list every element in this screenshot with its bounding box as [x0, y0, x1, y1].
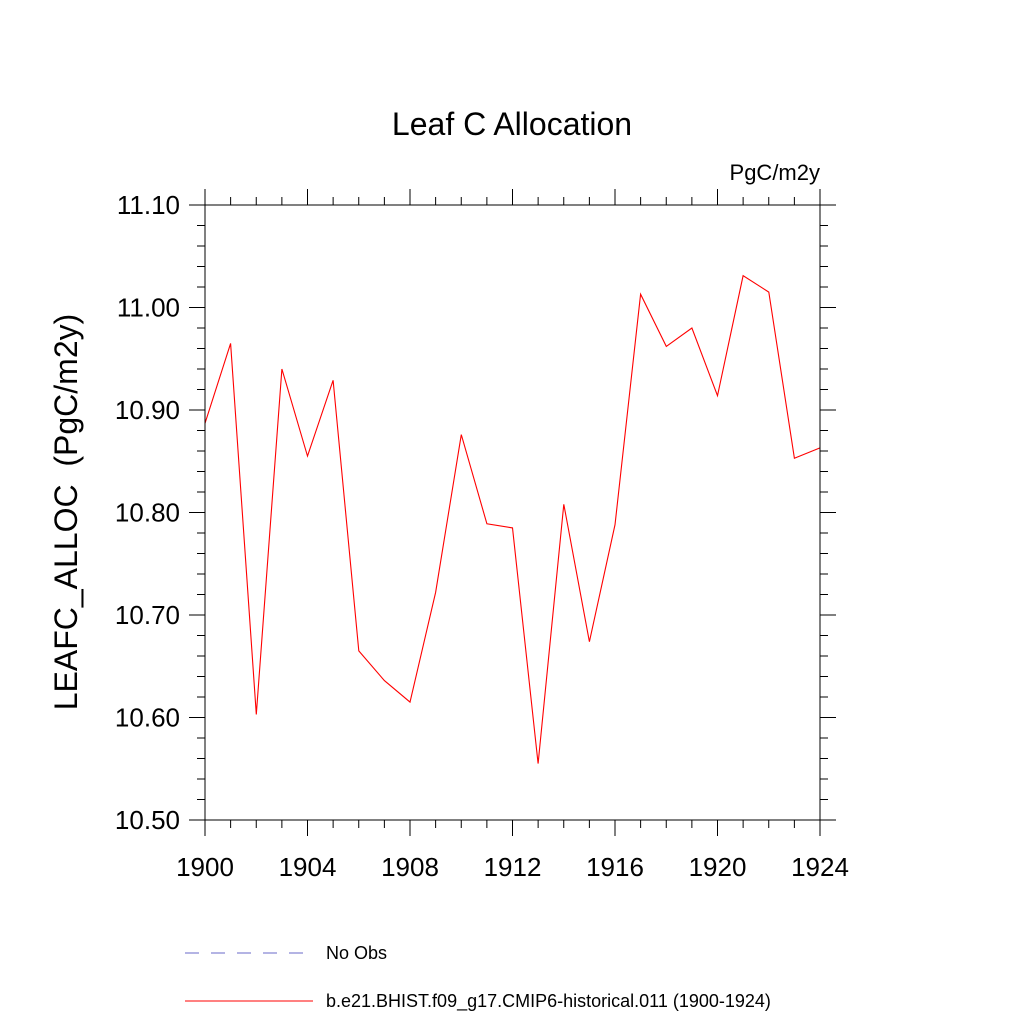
- y-tick-label: 10.50: [115, 805, 180, 835]
- y-tick-label: 10.70: [115, 600, 180, 630]
- data-series: [204, 274, 821, 764]
- y-tick-label: 11.10: [117, 190, 180, 220]
- x-tick-label: 1924: [791, 852, 849, 882]
- legend: No Obs b.e21.BHIST.f09_g17.CMIP6-historic…: [185, 943, 771, 1012]
- chart-title: Leaf C Allocation: [392, 106, 632, 142]
- y-tick-label: 10.80: [115, 498, 180, 528]
- x-tick-label: 1904: [279, 852, 337, 882]
- y-tick-label: 10.60: [115, 703, 180, 733]
- axis-ticks: 1900 1904 1908 1912 1916 1920 1924 10.50 10.60 10…: [115, 189, 849, 882]
- x-tick-label: 1900: [176, 852, 234, 882]
- legend-label: No Obs: [326, 943, 387, 963]
- x-tick-label: 1912: [484, 852, 542, 882]
- x-tick-label: 1908: [381, 852, 439, 882]
- y-tick-label: 10.90: [115, 395, 180, 425]
- plot-frame: [204, 204, 821, 821]
- x-tick-label: 1916: [586, 852, 644, 882]
- y-axis-label: LEAFC_ALLOC (PgC/m2y): [48, 314, 84, 711]
- legend-label: b.e21.BHIST.f09_g17.CMIP6-historical.011…: [326, 991, 771, 1012]
- series-line: [204, 274, 821, 764]
- units-label: PgC/m2y: [730, 160, 820, 185]
- x-tick-label: 1920: [689, 852, 747, 882]
- y-tick-label: 11.00: [117, 293, 180, 323]
